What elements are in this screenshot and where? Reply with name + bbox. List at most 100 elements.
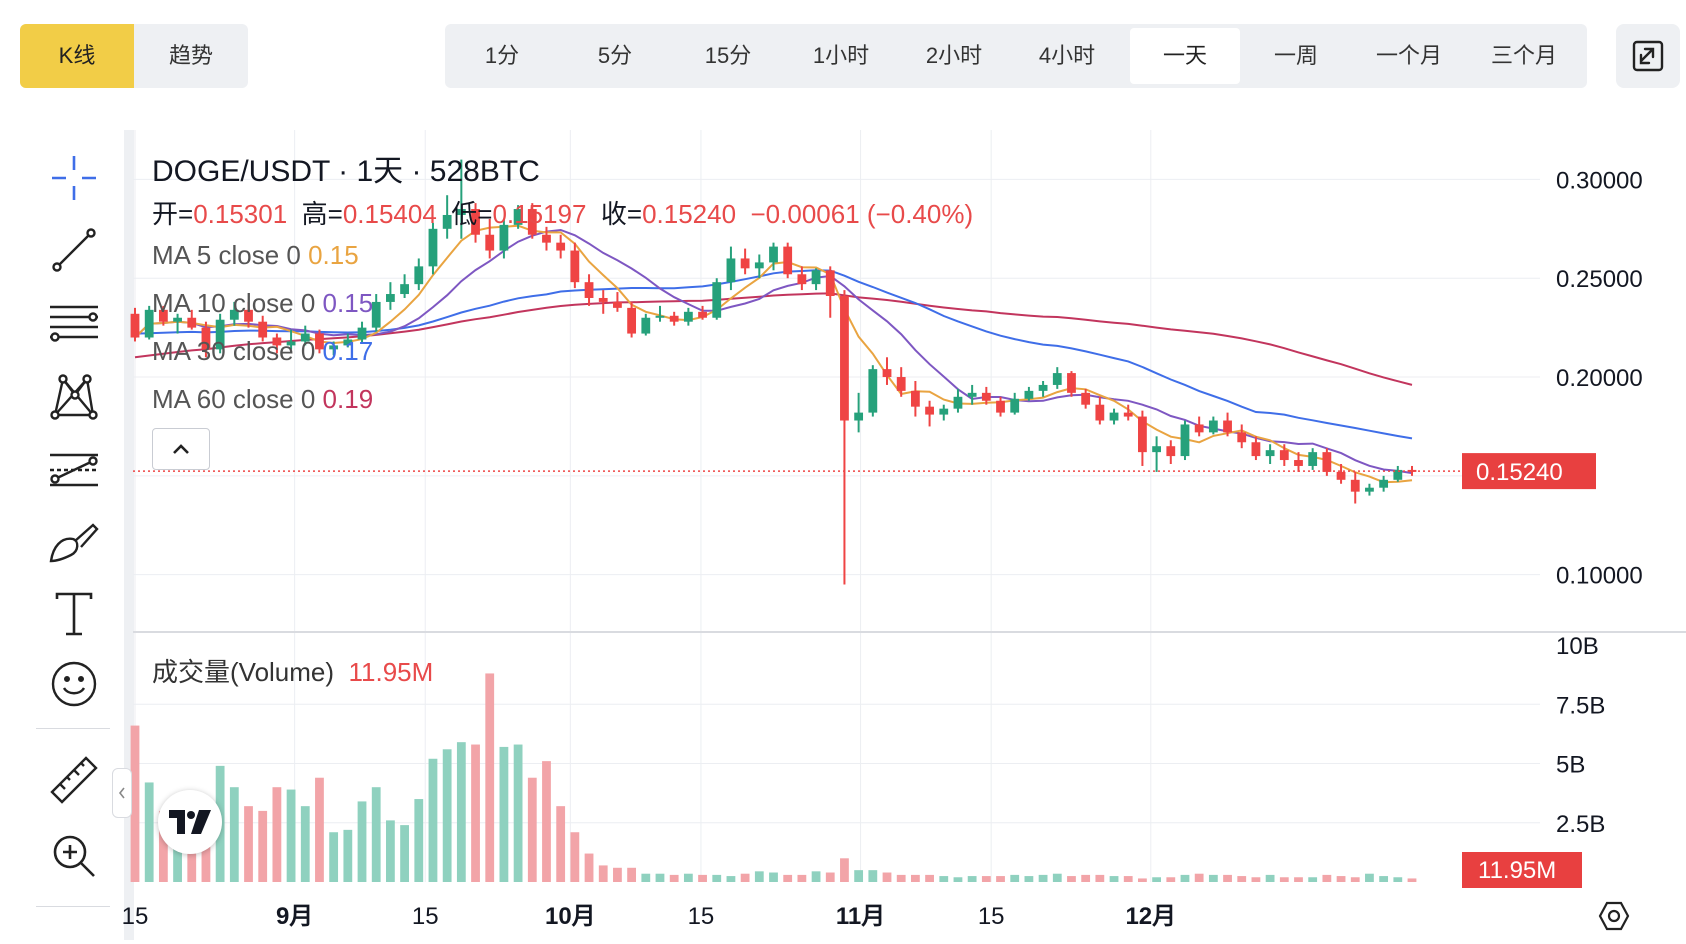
- volume-bar[interactable]: [967, 876, 977, 882]
- volume-bar[interactable]: [1322, 874, 1332, 882]
- volume-bar[interactable]: [499, 746, 509, 882]
- fib-lines-tool[interactable]: [44, 292, 104, 352]
- volume-bar[interactable]: [981, 876, 991, 882]
- volume-bar[interactable]: [1223, 874, 1232, 882]
- volume-bar[interactable]: [258, 810, 268, 882]
- volume-bar[interactable]: [1052, 873, 1062, 882]
- volume-bar[interactable]: [130, 725, 140, 882]
- volume-bar[interactable]: [1393, 877, 1403, 882]
- candle-body[interactable]: [201, 327, 211, 350]
- candle-body[interactable]: [371, 301, 381, 328]
- volume-bar[interactable]: [769, 872, 778, 882]
- candle-body[interactable]: [1322, 452, 1332, 472]
- volume-bar[interactable]: [613, 867, 622, 882]
- candle-body[interactable]: [584, 282, 594, 298]
- candle-body[interactable]: [187, 317, 197, 328]
- candle-body[interactable]: [953, 396, 963, 409]
- candle-body[interactable]: [1081, 392, 1091, 405]
- volume-bar[interactable]: [1166, 877, 1176, 882]
- candle-body[interactable]: [712, 282, 722, 318]
- volume-bar[interactable]: [414, 799, 424, 882]
- candle-body[interactable]: [130, 313, 140, 338]
- candle-body[interactable]: [854, 412, 864, 421]
- tab-4hour[interactable]: 4小时: [1038, 43, 1096, 68]
- volume-bar[interactable]: [783, 874, 793, 882]
- volume-bar[interactable]: [286, 789, 296, 882]
- candle-body[interactable]: [258, 321, 268, 338]
- candle-body[interactable]: [726, 258, 736, 283]
- volume-bar[interactable]: [1208, 874, 1218, 882]
- volume-bar[interactable]: [641, 873, 651, 882]
- volume-bar[interactable]: [1123, 876, 1133, 882]
- volume-bar[interactable]: [698, 874, 707, 882]
- volume-bar[interactable]: [1407, 878, 1417, 882]
- pattern-tool[interactable]: [44, 366, 104, 426]
- candle-body[interactable]: [1095, 404, 1105, 421]
- volume-bar[interactable]: [627, 867, 637, 882]
- volume-bar[interactable]: [1038, 874, 1048, 882]
- candle-body[interactable]: [1350, 479, 1360, 492]
- candle-body[interactable]: [1010, 398, 1020, 413]
- text-tool[interactable]: [44, 584, 104, 644]
- candle-body[interactable]: [1393, 469, 1403, 480]
- candle-body[interactable]: [1237, 432, 1247, 443]
- volume-bar[interactable]: [1138, 878, 1147, 882]
- candle-body[interactable]: [1365, 487, 1374, 492]
- volume-bar[interactable]: [485, 673, 495, 882]
- candle-body[interactable]: [925, 406, 934, 415]
- candle-body[interactable]: [981, 392, 991, 401]
- toolbar-collapse-handle[interactable]: [112, 768, 132, 818]
- candle-body[interactable]: [811, 270, 821, 285]
- volume-bar[interactable]: [527, 777, 537, 882]
- volume-bar[interactable]: [371, 787, 381, 882]
- volume-bar[interactable]: [542, 761, 551, 882]
- candle-body[interactable]: [1052, 373, 1062, 385]
- volume-bar[interactable]: [669, 874, 679, 882]
- volume-bar[interactable]: [357, 801, 367, 882]
- candle-body[interactable]: [499, 224, 509, 251]
- volume-bar[interactable]: [1109, 876, 1119, 882]
- candle-body[interactable]: [1336, 471, 1346, 480]
- candle-body[interactable]: [386, 294, 395, 302]
- volume-bar[interactable]: [315, 777, 324, 882]
- tab-5min[interactable]: 5分: [597, 43, 633, 68]
- candle-body[interactable]: [1194, 424, 1204, 433]
- volume-bar[interactable]: [754, 871, 764, 882]
- volume-bar[interactable]: [1294, 877, 1303, 882]
- volume-bar[interactable]: [1237, 876, 1247, 882]
- volume-bar[interactable]: [854, 870, 864, 882]
- volume-bar[interactable]: [1365, 873, 1374, 882]
- tab-1week[interactable]: 一周: [1273, 43, 1318, 68]
- volume-bar[interactable]: [158, 810, 168, 882]
- candle-body[interactable]: [1279, 450, 1289, 461]
- volume-bar[interactable]: [740, 873, 750, 882]
- volume-bar[interactable]: [400, 825, 409, 882]
- volume-bar[interactable]: [1265, 874, 1275, 882]
- candle-body[interactable]: [698, 311, 707, 318]
- candle-body[interactable]: [1379, 479, 1389, 488]
- volume-bar[interactable]: [229, 787, 239, 882]
- candle-body[interactable]: [840, 296, 849, 421]
- volume-bar[interactable]: [329, 832, 339, 882]
- candle-body[interactable]: [769, 246, 778, 263]
- candle-body[interactable]: [910, 390, 920, 407]
- candle-body[interactable]: [272, 337, 282, 346]
- candle-body[interactable]: [414, 266, 424, 285]
- volume-bar[interactable]: [1152, 877, 1161, 882]
- volume-bar[interactable]: [1336, 876, 1346, 882]
- volume-bar[interactable]: [428, 758, 438, 882]
- candle-body[interactable]: [939, 408, 949, 415]
- tab-1min[interactable]: 1分: [484, 43, 520, 68]
- volume-bar[interactable]: [442, 749, 452, 882]
- volume-bar[interactable]: [456, 742, 466, 882]
- candle-body[interactable]: [1166, 446, 1176, 457]
- tab-2hour[interactable]: 2小时: [925, 43, 983, 68]
- volume-bar[interactable]: [840, 858, 849, 882]
- expand-button[interactable]: [1616, 24, 1680, 88]
- tab-kline[interactable]: K线: [20, 24, 134, 88]
- candle-body[interactable]: [669, 315, 679, 322]
- volume-bar[interactable]: [1350, 877, 1360, 882]
- candle-body[interactable]: [158, 309, 168, 322]
- candle-body[interactable]: [300, 333, 310, 342]
